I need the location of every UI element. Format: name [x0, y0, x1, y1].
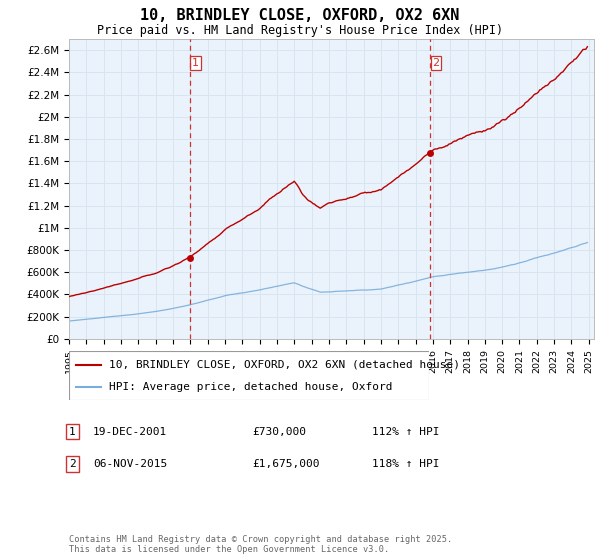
Text: HPI: Average price, detached house, Oxford: HPI: Average price, detached house, Oxfo…: [109, 381, 392, 391]
Text: 06-NOV-2015: 06-NOV-2015: [93, 459, 167, 469]
Text: 19-DEC-2001: 19-DEC-2001: [93, 427, 167, 437]
Text: Price paid vs. HM Land Registry's House Price Index (HPI): Price paid vs. HM Land Registry's House …: [97, 24, 503, 36]
Text: 112% ↑ HPI: 112% ↑ HPI: [372, 427, 439, 437]
Text: 10, BRINDLEY CLOSE, OXFORD, OX2 6XN (detached house): 10, BRINDLEY CLOSE, OXFORD, OX2 6XN (det…: [109, 360, 460, 370]
Text: Contains HM Land Registry data © Crown copyright and database right 2025.
This d: Contains HM Land Registry data © Crown c…: [69, 535, 452, 554]
Text: 2: 2: [432, 58, 439, 68]
FancyBboxPatch shape: [69, 351, 429, 400]
Text: 118% ↑ HPI: 118% ↑ HPI: [372, 459, 439, 469]
Text: £1,675,000: £1,675,000: [252, 459, 320, 469]
Text: 10, BRINDLEY CLOSE, OXFORD, OX2 6XN: 10, BRINDLEY CLOSE, OXFORD, OX2 6XN: [140, 8, 460, 24]
Text: £730,000: £730,000: [252, 427, 306, 437]
Text: 1: 1: [69, 427, 76, 437]
Text: 1: 1: [192, 58, 199, 68]
Text: 2: 2: [69, 459, 76, 469]
